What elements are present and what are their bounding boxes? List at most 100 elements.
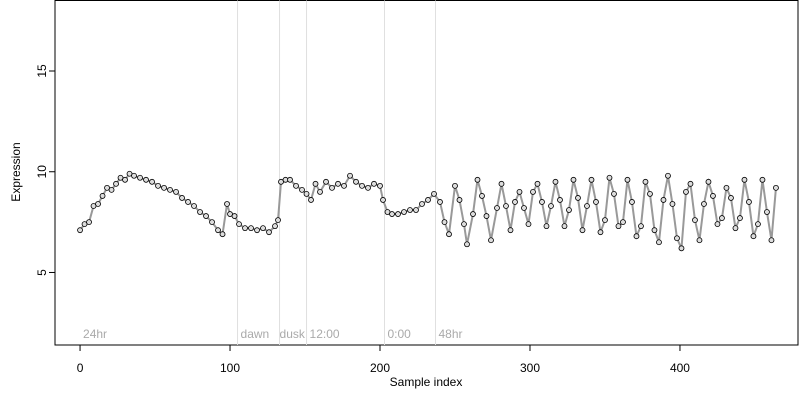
data-point	[579, 227, 586, 234]
data-point	[728, 195, 734, 201]
data-point	[413, 207, 419, 213]
data-point	[341, 182, 347, 189]
data-point	[488, 237, 494, 244]
data-point	[665, 172, 671, 179]
data-point	[768, 237, 775, 244]
data-point	[503, 203, 509, 209]
data-point	[750, 233, 757, 240]
data-point	[656, 239, 662, 246]
data-point	[425, 197, 431, 203]
data-point	[143, 176, 149, 183]
data-point	[161, 184, 167, 191]
data-point	[437, 199, 443, 205]
data-point	[615, 223, 622, 230]
data-point	[299, 186, 305, 193]
data-point	[215, 227, 221, 234]
data-point	[317, 188, 323, 195]
data-point	[86, 219, 92, 226]
data-point	[323, 178, 329, 185]
data-point	[683, 188, 689, 195]
data-point	[219, 231, 226, 238]
data-point	[441, 219, 448, 226]
data-point	[335, 180, 341, 187]
data-point	[452, 182, 458, 189]
data-point	[308, 197, 314, 203]
data-point	[303, 191, 310, 197]
data-point	[606, 174, 613, 181]
data-point	[633, 233, 640, 240]
data-point	[179, 195, 185, 201]
y-tick-label: 15	[35, 64, 49, 78]
data-point	[95, 201, 101, 207]
data-point	[539, 199, 545, 205]
data-point	[353, 178, 359, 185]
data-point	[507, 227, 514, 234]
data-point	[602, 217, 608, 223]
data-point	[674, 235, 680, 242]
data-point	[696, 237, 703, 244]
data-point	[137, 174, 143, 181]
data-point	[456, 197, 463, 203]
data-point	[498, 180, 505, 187]
data-point	[516, 188, 523, 195]
data-point	[552, 178, 559, 185]
data-point	[732, 225, 739, 232]
data-point	[575, 195, 581, 201]
data-point	[521, 205, 527, 211]
data-point	[530, 188, 536, 195]
data-point	[714, 221, 721, 228]
data-point	[293, 182, 299, 189]
data-point	[236, 221, 242, 228]
data-point	[260, 225, 266, 232]
data-point	[395, 211, 401, 217]
data-point	[611, 191, 617, 197]
data-point	[624, 176, 631, 183]
data-point	[231, 213, 238, 219]
data-point	[629, 199, 635, 205]
data-point	[248, 225, 254, 232]
data-point	[312, 180, 319, 187]
data-point	[470, 211, 476, 217]
data-point	[347, 172, 353, 179]
data-point	[167, 186, 173, 193]
y-tick-label: 10	[35, 165, 49, 179]
data-point	[329, 184, 335, 191]
data-point	[401, 209, 407, 215]
data-point	[266, 229, 272, 236]
data-point	[678, 245, 685, 252]
x-tick-label: 200	[370, 361, 390, 375]
data-point	[287, 176, 293, 183]
annotation: 0:00	[388, 327, 412, 341]
data-point	[359, 182, 365, 189]
data-point	[371, 180, 377, 187]
data-point	[461, 221, 467, 228]
data-point	[242, 225, 248, 232]
plot-frame	[54, 0, 799, 346]
data-point	[561, 223, 568, 230]
data-point	[525, 221, 532, 228]
data-point	[479, 193, 485, 199]
data-point	[512, 199, 518, 205]
data-point	[660, 197, 667, 203]
data-point	[99, 193, 106, 199]
data-point	[588, 176, 595, 183]
data-point	[254, 227, 260, 234]
data-point	[431, 191, 437, 197]
x-axis-label: Sample index	[390, 375, 463, 389]
data-point	[759, 176, 766, 183]
annotation: dusk	[280, 327, 306, 341]
data-point	[275, 217, 281, 223]
data-point	[651, 227, 658, 234]
data-point	[197, 209, 203, 215]
data-point	[446, 231, 452, 238]
annotation: 48hr	[438, 327, 462, 341]
data-point	[557, 197, 563, 203]
data-point	[620, 219, 626, 226]
data-point	[705, 178, 712, 185]
data-point	[113, 180, 119, 187]
data-point	[773, 184, 779, 191]
data-point	[377, 182, 383, 189]
data-point	[407, 207, 413, 213]
data-point	[746, 199, 752, 205]
